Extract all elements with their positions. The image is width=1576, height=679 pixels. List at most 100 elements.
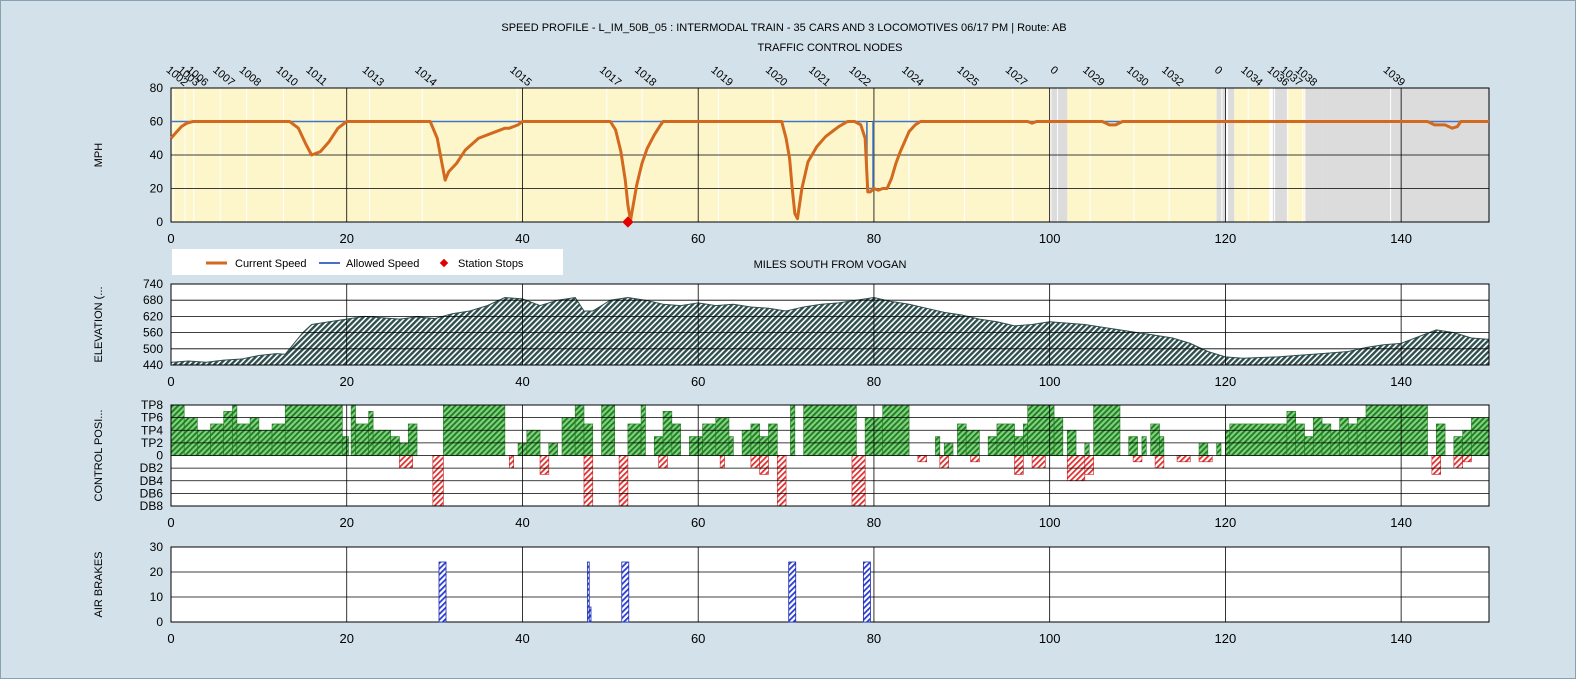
speed-y-tick-label: 0: [156, 215, 163, 229]
dynamic-brake-bar: [1431, 455, 1441, 475]
speed-y-tick-label: 20: [150, 182, 164, 196]
brakes-y-tick-label: 30: [150, 540, 164, 554]
throttle-bar: [355, 423, 369, 456]
throttle-bar: [935, 436, 941, 456]
elevation-y-tick-label: 680: [143, 293, 163, 307]
traffic-node-label: 1017: [597, 64, 623, 89]
traffic-node-label: 1019: [708, 64, 734, 89]
elevation-y-axis-label: ELEVATION (...: [93, 287, 105, 363]
elevation-area: [170, 296, 1490, 366]
traffic-node-label: 1024: [899, 64, 925, 89]
elevation-x-tick-label: 40: [515, 374, 529, 389]
speed-y-axis-label: MPH: [93, 143, 105, 168]
throttle-bar: [750, 423, 761, 456]
throttle-bar: [1453, 436, 1463, 456]
brakes-x-tick-label: 140: [1390, 631, 1412, 646]
traffic-node-label: 1008: [237, 64, 263, 89]
control-y-axis-label: CONTROL POSI...: [93, 410, 105, 502]
throttle-bar: [390, 436, 400, 456]
speed-x-tick-label: 80: [867, 231, 881, 246]
throttle-bar: [548, 442, 558, 456]
brakes-x-tick-label: 80: [867, 631, 881, 646]
throttle-bar: [210, 423, 225, 456]
elevation-x-tick-label: 0: [167, 374, 174, 389]
legend-allowed-speed-label: Allowed Speed: [346, 258, 419, 270]
brakes-x-tick-label: 60: [691, 631, 705, 646]
brakes-x-tick-label: 120: [1215, 631, 1237, 646]
throttle-bar: [943, 442, 954, 456]
elevation-y-tick-label: 440: [143, 358, 163, 372]
throttle-bar: [1014, 436, 1024, 456]
throttle-bar: [1150, 423, 1160, 456]
throttle-bar: [759, 436, 769, 456]
throttle-bar: [957, 423, 967, 456]
traffic-node-label: 0: [1048, 64, 1060, 77]
elevation-x-tick-label: 140: [1390, 374, 1412, 389]
throttle-bar: [1304, 436, 1314, 456]
throttle-bar: [728, 436, 734, 456]
speed-x-tick-label: 120: [1215, 231, 1237, 246]
throttle-bar: [1084, 442, 1090, 456]
elevation-x-tick-label: 80: [867, 374, 881, 389]
throttle-bar: [1159, 436, 1165, 456]
dynamic-brake-bar: [1462, 455, 1472, 463]
traffic-node-label: 1006: [184, 64, 210, 89]
control-x-tick-label: 40: [515, 515, 529, 530]
control-y-tick-label: DB2: [140, 461, 164, 475]
legend-station-stops-label: Station Stops: [458, 258, 524, 270]
air-brake-bar: [788, 561, 797, 623]
throttle-bar: [1339, 417, 1349, 456]
brakes-y-tick-label: 10: [150, 590, 164, 604]
dynamic-brake-bar: [1031, 455, 1046, 469]
elevation-x-tick-label: 120: [1215, 374, 1237, 389]
throttle-bar: [271, 423, 286, 456]
throttle-bar: [249, 417, 260, 456]
brakes-plot-area: [171, 547, 1489, 622]
dynamic-brake-bar: [1453, 455, 1463, 469]
throttle-bar: [236, 423, 251, 456]
speed-y-tick-label: 80: [150, 81, 164, 95]
elevation-x-tick-label: 60: [691, 374, 705, 389]
dynamic-brake-bar: [1132, 455, 1143, 463]
throttle-bar: [342, 436, 349, 456]
control-plot-border: [170, 404, 1490, 507]
elevation-y-tick-label: 620: [143, 309, 163, 323]
throttle-bar: [768, 423, 778, 456]
speed-x-tick-label: 140: [1390, 231, 1412, 246]
dynamic-brake-bar: [1014, 455, 1024, 475]
legend-station-stop-swatch: [439, 258, 449, 268]
throttle-bar: [1198, 442, 1209, 456]
traffic-nodes-title: TRAFFIC CONTROL NODES: [757, 42, 902, 54]
throttle-bar: [715, 417, 730, 456]
brakes-x-tick-label: 20: [339, 631, 353, 646]
traffic-node-label: 1011: [303, 64, 329, 88]
throttle-bar: [1471, 417, 1490, 456]
legend-box: [172, 249, 563, 275]
throttle-bar: [1141, 436, 1147, 456]
speed-x-tick-label: 0: [167, 231, 174, 246]
throttle-bar: [1053, 417, 1064, 456]
throttle-bar: [583, 423, 594, 456]
traffic-node-label: 1013: [360, 64, 386, 89]
traffic-node-label: 1022: [846, 64, 872, 89]
throttle-bar: [1128, 436, 1138, 456]
throttle-bar: [399, 442, 409, 456]
traffic-node-label: 1027: [1003, 64, 1029, 89]
chart-title: SPEED PROFILE - L_IM_50B_05 : INTERMODAL…: [501, 22, 1066, 34]
traffic-node-label: 1010: [274, 64, 300, 89]
throttle-bar: [987, 436, 998, 456]
throttle-bar: [702, 423, 717, 456]
control-y-tick-label: TP6: [141, 411, 163, 425]
elevation-y-tick-label: 740: [143, 277, 163, 291]
traffic-node-label: 1014: [412, 64, 438, 89]
throttle-bar: [1356, 417, 1367, 456]
control-x-tick-label: 140: [1390, 515, 1412, 530]
traffic-node-label: 1029: [1080, 64, 1106, 89]
speed-y-tick-label: 60: [150, 115, 164, 129]
throttle-bar: [653, 436, 664, 456]
speed-x-tick-label: 60: [691, 231, 705, 246]
legend-current-speed-label: Current Speed: [235, 258, 307, 270]
elevation-y-tick-label: 560: [143, 326, 163, 340]
dynamic-brake-bar: [1198, 455, 1213, 463]
